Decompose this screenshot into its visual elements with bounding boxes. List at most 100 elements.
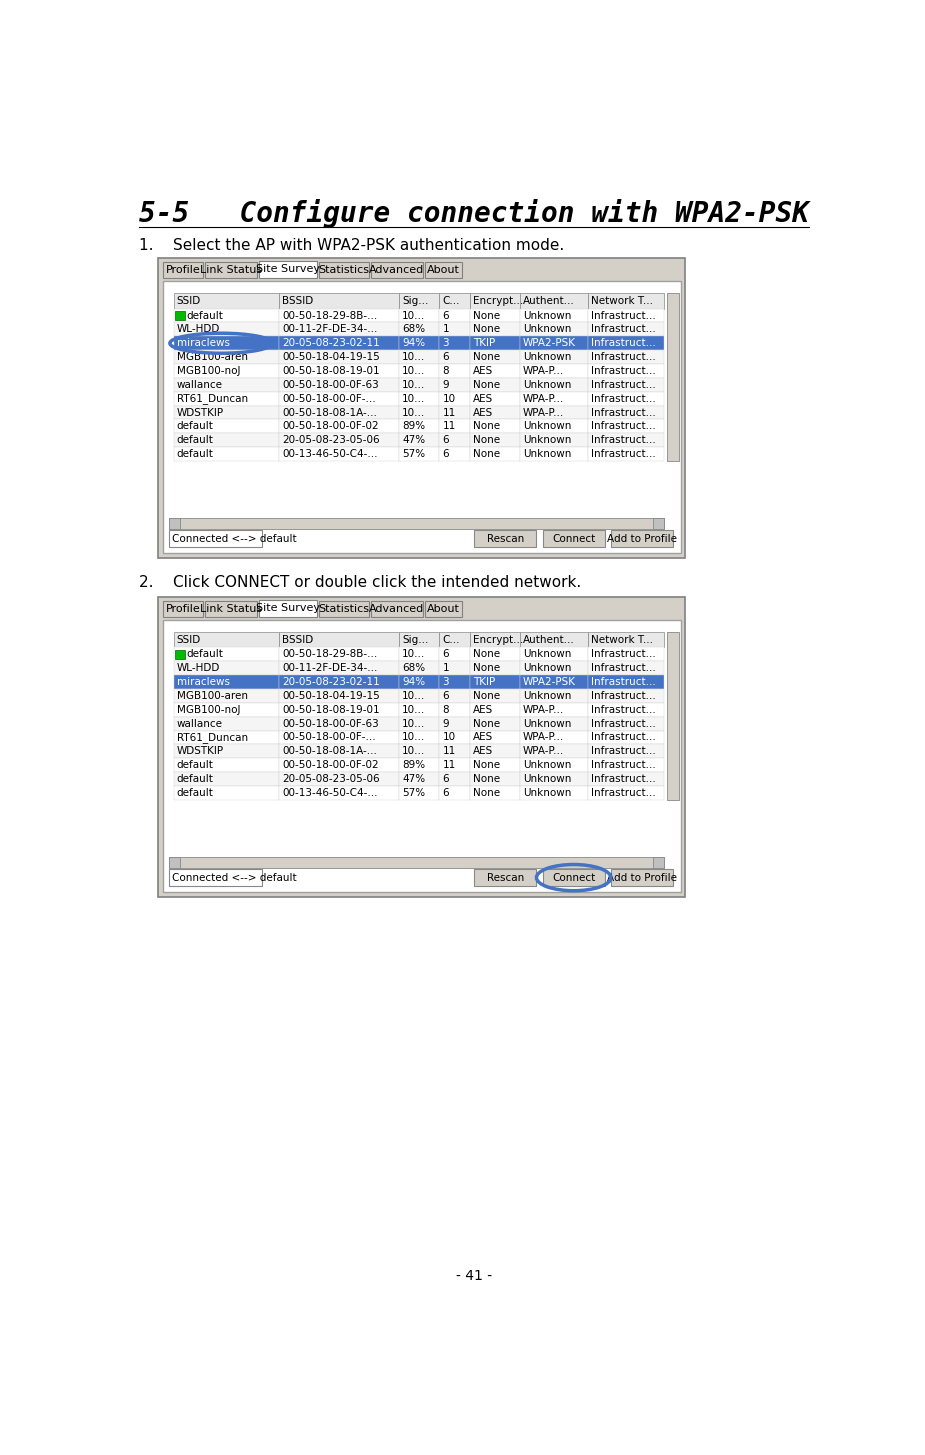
Bar — [169, 518, 663, 528]
Text: 11: 11 — [442, 746, 456, 757]
Text: 57%: 57% — [402, 789, 426, 797]
Bar — [399, 773, 439, 786]
Bar — [279, 434, 399, 447]
Bar — [587, 419, 663, 434]
Text: Add to Profile: Add to Profile — [607, 873, 677, 883]
Text: None: None — [473, 422, 500, 431]
Bar — [174, 406, 279, 419]
Text: 10...: 10... — [402, 719, 426, 729]
Text: wallance: wallance — [177, 719, 223, 729]
Bar — [279, 690, 399, 703]
Text: Infrastruct...: Infrastruct... — [591, 732, 656, 742]
Text: 10...: 10... — [402, 380, 426, 390]
Bar — [163, 262, 204, 278]
Bar — [169, 530, 262, 547]
Bar — [439, 434, 470, 447]
Bar — [439, 717, 470, 730]
Text: 10: 10 — [442, 394, 455, 403]
Text: 10...: 10... — [402, 649, 426, 659]
Bar — [439, 351, 470, 364]
Text: 10...: 10... — [402, 732, 426, 742]
Bar — [439, 419, 470, 434]
Text: Unknown: Unknown — [524, 324, 572, 335]
Bar — [279, 336, 399, 351]
Bar — [279, 308, 399, 323]
Bar — [399, 336, 439, 351]
Text: Infrastruct...: Infrastruct... — [591, 367, 656, 375]
Text: 10...: 10... — [402, 367, 426, 375]
Bar — [587, 292, 663, 308]
Bar — [587, 773, 663, 786]
Bar — [279, 661, 399, 675]
Text: Infrastruct...: Infrastruct... — [591, 450, 656, 460]
Text: 10...: 10... — [402, 704, 426, 714]
Bar — [520, 308, 587, 323]
Text: 94%: 94% — [402, 677, 426, 687]
Text: Advanced: Advanced — [369, 265, 425, 275]
Bar — [174, 308, 279, 323]
Bar — [520, 647, 587, 661]
Text: 8: 8 — [442, 704, 449, 714]
Text: Infrastruct...: Infrastruct... — [591, 422, 656, 431]
Text: 6: 6 — [442, 450, 449, 460]
Bar — [399, 647, 439, 661]
Text: AES: AES — [473, 732, 493, 742]
Text: AES: AES — [473, 704, 493, 714]
Bar — [520, 675, 587, 690]
Text: Infrastruct...: Infrastruct... — [591, 380, 656, 390]
Text: 11: 11 — [442, 760, 456, 770]
Bar — [399, 675, 439, 690]
Text: 00-50-18-00-0F-63: 00-50-18-00-0F-63 — [282, 719, 379, 729]
Bar — [319, 262, 369, 278]
Bar — [399, 406, 439, 419]
Text: BSSID: BSSID — [282, 295, 314, 306]
Bar — [399, 419, 439, 434]
Text: 9: 9 — [442, 380, 449, 390]
Bar — [279, 647, 399, 661]
Text: Unknown: Unknown — [524, 691, 572, 701]
Text: wallance: wallance — [177, 380, 223, 390]
Bar — [587, 378, 663, 391]
Bar — [587, 703, 663, 717]
Text: default: default — [177, 760, 214, 770]
Bar — [587, 434, 663, 447]
Bar — [279, 292, 399, 308]
Text: WDSTKIP: WDSTKIP — [177, 746, 224, 757]
Bar — [470, 323, 520, 336]
Text: 10: 10 — [442, 732, 455, 742]
Bar — [543, 869, 605, 886]
Text: 6: 6 — [442, 352, 449, 362]
Text: AES: AES — [473, 746, 493, 757]
Bar — [520, 631, 587, 647]
Text: WL-HDD: WL-HDD — [177, 663, 220, 674]
Text: None: None — [473, 691, 500, 701]
Text: Statistics: Statistics — [318, 604, 369, 614]
Bar — [279, 406, 399, 419]
Text: None: None — [473, 789, 500, 797]
Text: Unknown: Unknown — [524, 380, 572, 390]
Text: Unknown: Unknown — [524, 422, 572, 431]
Text: Unknown: Unknown — [524, 789, 572, 797]
Text: Add to Profile: Add to Profile — [607, 534, 677, 544]
Text: Infrastruct...: Infrastruct... — [591, 719, 656, 729]
Bar — [163, 620, 681, 892]
Bar — [163, 281, 681, 553]
Text: Site Survey: Site Survey — [256, 604, 320, 613]
Bar — [399, 323, 439, 336]
Bar — [174, 773, 279, 786]
Text: default: default — [186, 649, 223, 659]
Text: 68%: 68% — [402, 324, 426, 335]
Text: 6: 6 — [442, 789, 449, 797]
Bar — [439, 773, 470, 786]
Text: 10...: 10... — [402, 746, 426, 757]
Bar — [439, 447, 470, 461]
Bar — [520, 745, 587, 758]
Bar — [520, 661, 587, 675]
Bar — [174, 631, 279, 647]
Bar — [587, 690, 663, 703]
Text: Infrastruct...: Infrastruct... — [591, 407, 656, 418]
Bar — [667, 631, 679, 800]
Text: RT61_Duncan: RT61_Duncan — [177, 732, 248, 744]
Text: 00-11-2F-DE-34-...: 00-11-2F-DE-34-... — [282, 663, 377, 674]
Bar — [439, 336, 470, 351]
